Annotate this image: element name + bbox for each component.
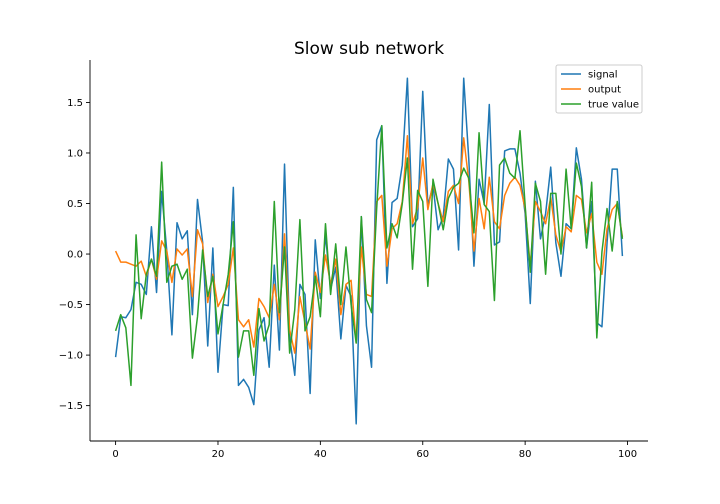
x-tick-label: 0 bbox=[112, 449, 118, 460]
axes-layer: 0 20 40 60 80 100 −1.5 −1.0 −0.5 0.0 0.5 1.0 1.5 bbox=[59, 60, 648, 460]
series-line-true-value bbox=[114, 124, 624, 387]
legend: signal output true value bbox=[555, 64, 643, 114]
x-tick-label: 80 bbox=[519, 449, 532, 460]
series-line-output bbox=[114, 135, 624, 354]
y-tick-label: 0.0 bbox=[67, 250, 83, 261]
legend-label-output: output bbox=[588, 85, 621, 96]
y-tick-label: 0.5 bbox=[67, 199, 83, 210]
chart-title: Slow sub network bbox=[294, 39, 444, 59]
legend-frame bbox=[555, 64, 643, 114]
x-tick-label: 60 bbox=[416, 449, 429, 460]
legend-label-true-value: true value bbox=[588, 100, 639, 111]
y-tick-label: 1.0 bbox=[67, 148, 83, 159]
y-tick-label: −0.5 bbox=[59, 300, 83, 311]
y-tick-label: 1.5 bbox=[67, 98, 83, 109]
y-tick-label: −1.5 bbox=[59, 401, 83, 412]
x-tick-label: 100 bbox=[618, 449, 637, 460]
legend-label-signal: signal bbox=[588, 70, 618, 81]
x-tick-label: 40 bbox=[314, 449, 327, 460]
x-tick-label: 20 bbox=[212, 449, 225, 460]
series-line-signal bbox=[114, 77, 624, 425]
y-tick-label: −1.0 bbox=[59, 351, 83, 362]
series-layer bbox=[114, 77, 624, 425]
